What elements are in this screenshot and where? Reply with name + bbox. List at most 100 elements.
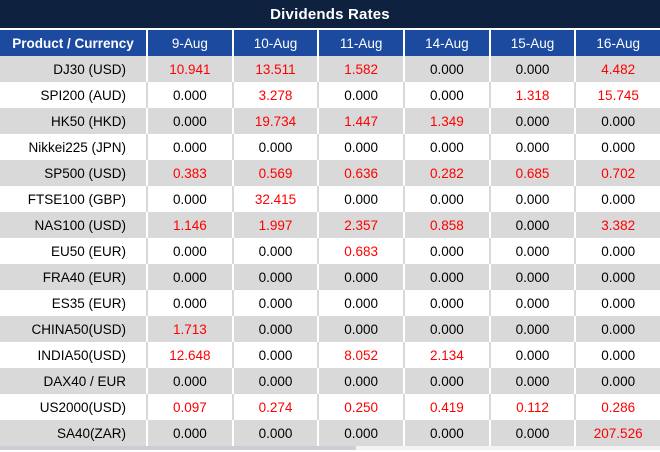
value-cell: 0.000 <box>148 186 234 212</box>
value-cell: 0.000 <box>491 316 577 342</box>
value-cell: 0.000 <box>319 186 406 212</box>
value-cell: 0.000 <box>234 290 320 316</box>
value-cell: 19.734 <box>234 108 320 134</box>
table-row: NAS100 (USD) 1.146 1.997 2.357 0.858 0.000 3.3… <box>0 212 660 238</box>
bottom-edge-left <box>0 446 356 450</box>
product-cell: HK50 (HKD) <box>0 108 148 134</box>
value-cell: 0.000 <box>148 420 234 446</box>
table-row: CHINA50(USD) 1.713 0.000 0.000 0.000 0.000 0.0… <box>0 316 660 342</box>
value-cell: 0.000 <box>405 238 491 264</box>
value-cell: 3.382 <box>601 217 636 233</box>
value-cell: 0.000 <box>601 139 636 155</box>
value-cell: 0.000 <box>148 238 234 264</box>
value-cell: 0.000 <box>234 420 320 446</box>
value-cell: 0.000 <box>491 134 577 160</box>
value-cell: 0.000 <box>491 264 577 290</box>
value-cell: 0.000 <box>491 290 577 316</box>
value-cell: 8.052 <box>319 342 406 368</box>
value-cell: 0.000 <box>234 368 320 394</box>
value-cell: 0.097 <box>148 394 234 420</box>
table-body: DJ30 (USD) 10.941 13.511 1.582 0.000 0.000 4.4… <box>0 56 660 446</box>
value-cell: 0.000 <box>405 290 491 316</box>
value-cell: 0.000 <box>405 264 491 290</box>
product-cell: SP500 (USD) <box>0 160 148 186</box>
table-row: US2000(USD) 0.097 0.274 0.250 0.419 0.112 0.28… <box>0 394 660 420</box>
value-cell: 0.569 <box>234 160 320 186</box>
column-header-date-15-aug: 15-Aug <box>491 30 577 56</box>
value-cell: 0.383 <box>148 160 234 186</box>
table-row: SPI200 (AUD) 0.000 3.278 0.000 0.000 1.318 15.… <box>0 82 660 108</box>
page-title: Dividends Rates <box>270 5 390 23</box>
value-cell: 1.713 <box>148 316 234 342</box>
title-bar: Dividends Rates <box>0 0 660 30</box>
value-cell: 13.511 <box>234 56 320 82</box>
value-cell: 0.286 <box>601 399 636 415</box>
table-row: DAX40 / EUR 0.000 0.000 0.000 0.000 0.000 0.00… <box>0 368 660 394</box>
value-cell: 2.357 <box>319 212 406 238</box>
value-cell: 0.112 <box>491 394 577 420</box>
value-cell: 0.000 <box>319 368 406 394</box>
value-cell: 1.582 <box>319 56 406 82</box>
table-row: HK50 (HKD) 0.000 19.734 1.447 1.349 0.000 0.00… <box>0 108 660 134</box>
value-cell: 0.000 <box>148 368 234 394</box>
value-cell: 2.134 <box>405 342 491 368</box>
value-cell: 0.000 <box>234 134 320 160</box>
table-row: SA40(ZAR) 0.000 0.000 0.000 0.000 0.000 207.52… <box>0 420 660 446</box>
value-cell: 0.250 <box>319 394 406 420</box>
column-header-date-11-aug: 11-Aug <box>319 30 406 56</box>
column-header-product-currency: Product / Currency <box>0 30 148 56</box>
value-cell: 0.282 <box>405 160 491 186</box>
product-cell: CHINA50(USD) <box>0 316 148 342</box>
product-cell: FTSE100 (GBP) <box>0 186 148 212</box>
value-cell: 0.000 <box>319 290 406 316</box>
table-row: INDIA50(USD) 12.648 0.000 8.052 2.134 0.000 0.… <box>0 342 660 368</box>
value-cell: 0.858 <box>405 212 491 238</box>
value-cell: 0.000 <box>491 108 577 134</box>
value-cell: 0.000 <box>234 238 320 264</box>
value-cell: 0.000 <box>234 342 320 368</box>
value-cell: 0.000 <box>234 264 320 290</box>
table-row: DJ30 (USD) 10.941 13.511 1.582 0.000 0.000 4.4… <box>0 56 660 82</box>
table-row: FTSE100 (GBP) 0.000 32.415 0.000 0.000 0.000 0… <box>0 186 660 212</box>
value-cell: 0.000 <box>148 82 234 108</box>
value-cell: 0.000 <box>405 316 491 342</box>
value-cell: 0.000 <box>319 82 406 108</box>
value-cell: 0.702 <box>601 165 636 181</box>
product-cell: NAS100 (USD) <box>0 212 148 238</box>
value-cell: 1.997 <box>234 212 320 238</box>
table-row: FRA40 (EUR) 0.000 0.000 0.000 0.000 0.000 0.00… <box>0 264 660 290</box>
product-cell: ES35 (EUR) <box>0 290 148 316</box>
value-cell: 0.000 <box>601 321 636 337</box>
product-cell: SA40(ZAR) <box>0 420 148 446</box>
table-row: SP500 (USD) 0.383 0.569 0.636 0.282 0.685 0.70… <box>0 160 660 186</box>
column-header-date-10-aug: 10-Aug <box>234 30 320 56</box>
value-cell: 0.000 <box>601 191 636 207</box>
value-cell: 0.000 <box>491 342 577 368</box>
value-cell: 0.000 <box>405 420 491 446</box>
value-cell: 0.000 <box>319 316 406 342</box>
value-cell: 0.000 <box>148 134 234 160</box>
column-header-date-9-aug: 9-Aug <box>148 30 234 56</box>
value-cell: 10.941 <box>148 56 234 82</box>
value-cell: 0.000 <box>601 295 636 311</box>
product-cell: INDIA50(USD) <box>0 342 148 368</box>
value-cell: 0.000 <box>491 368 577 394</box>
value-cell: 0.000 <box>405 56 491 82</box>
value-cell: 0.419 <box>405 394 491 420</box>
product-cell: EU50 (EUR) <box>0 238 148 264</box>
product-cell: SPI200 (AUD) <box>0 82 148 108</box>
value-cell: 0.000 <box>319 134 406 160</box>
bottom-edge-right <box>356 446 660 450</box>
value-cell: 0.000 <box>405 186 491 212</box>
value-cell: 4.482 <box>601 61 636 77</box>
value-cell: 0.000 <box>601 347 636 363</box>
table-row: ES35 (EUR) 0.000 0.000 0.000 0.000 0.000 0.000 <box>0 290 660 316</box>
value-cell: 0.000 <box>601 243 636 259</box>
value-cell: 0.000 <box>491 212 577 238</box>
value-cell: 0.000 <box>601 373 636 389</box>
value-cell: 0.685 <box>491 160 577 186</box>
value-cell: 0.000 <box>405 368 491 394</box>
value-cell: 1.349 <box>405 108 491 134</box>
value-cell: 0.000 <box>319 420 406 446</box>
